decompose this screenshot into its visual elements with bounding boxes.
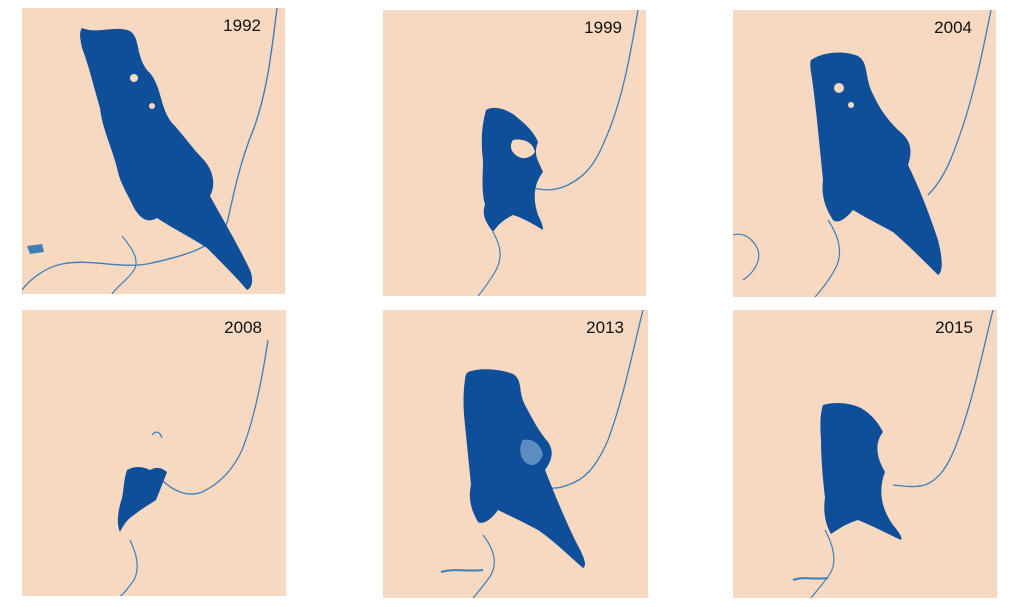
satellite-panel-1999: 1999 [383,10,646,296]
satellite-panel-2008: 2008 [22,310,286,596]
lake-map-1999 [383,10,646,296]
year-label: 1992 [223,16,261,35]
satellite-panel-2013: 2013 [383,310,648,598]
satellite-panel-1992: 1992 [22,8,285,294]
lake-map-2013 [383,310,648,598]
lake-map-2008 [22,310,286,596]
lake-map-2015 [733,310,997,598]
lake-map-2004 [733,10,996,297]
lake-map-1992 [22,8,285,294]
satellite-panel-2015: 2015 [733,310,997,598]
year-label: 1999 [584,18,622,37]
year-label: 2004 [934,18,972,37]
year-label: 2013 [586,318,624,337]
year-label: 2008 [224,318,262,337]
year-label: 2015 [935,318,973,337]
satellite-panel-2004: 2004 [733,10,996,297]
